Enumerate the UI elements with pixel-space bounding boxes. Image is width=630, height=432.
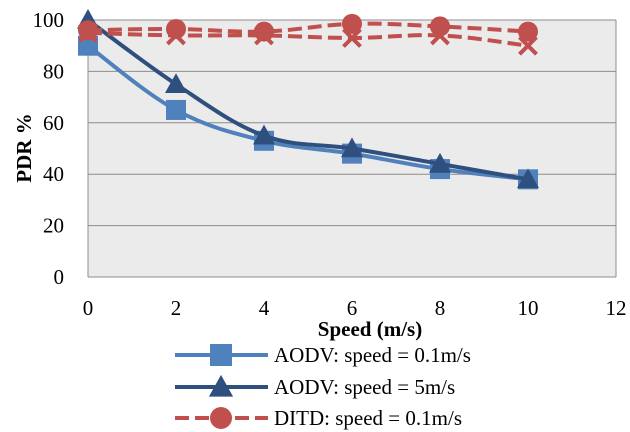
legend-label-2: DITD: speed = 0.1m/s (274, 406, 462, 430)
y-tick-label-0: 0 (54, 265, 65, 289)
plot-border (87, 20, 617, 277)
series-3-point-0 (78, 22, 98, 43)
series-2-point-2 (254, 21, 274, 42)
x-tick-label-6: 12 (606, 296, 627, 320)
series-1 (77, 9, 539, 189)
y-tick-label-3: 60 (43, 111, 64, 135)
series-1-point-2 (253, 124, 275, 145)
series-3-point-1 (166, 25, 186, 46)
y-tick-label-2: 40 (43, 162, 64, 186)
series-3-point-3 (342, 28, 362, 48)
x-tick-label-2: 4 (259, 296, 270, 320)
legend-item-0: AODV: speed = 0.1m/s (175, 343, 471, 367)
x-tick-label-0: 0 (83, 296, 94, 320)
series-1-point-5 (517, 168, 539, 189)
series-layer (77, 9, 539, 190)
series-1-point-1 (165, 73, 187, 94)
series-0-point-1 (166, 99, 186, 120)
y-axis-title: PDR % (12, 113, 36, 182)
series-3 (78, 22, 538, 56)
tick-labels: 0 20 40 60 80 100 0 2 4 6 8 10 12 (33, 8, 627, 320)
series-2-point-5 (518, 21, 538, 42)
series-3-line (87, 30, 529, 48)
legend-item-2: DITD: speed = 0.1m/s (175, 406, 462, 430)
legend-marker-0 (210, 344, 232, 366)
series-3-point-2 (254, 25, 274, 46)
legend-marker-2 (210, 407, 232, 429)
x-axis-title: Speed (m/s) (318, 317, 422, 341)
y-tick-label-1: 20 (43, 214, 64, 238)
series-3-point-4 (430, 25, 450, 46)
legend-marker-1 (208, 374, 234, 397)
series-3-point-5 (518, 35, 538, 56)
series-1-point-4 (429, 152, 451, 173)
series-2-point-3 (342, 13, 362, 34)
legend-item-1: AODV: speed = 5m/s (175, 374, 455, 399)
x-tick-label-3: 6 (347, 296, 358, 320)
series-0-point-0 (78, 35, 98, 56)
x-tick-label-5: 10 (518, 296, 539, 320)
legend-label-0: AODV: speed = 0.1m/s (274, 343, 471, 367)
legend-label-1: AODV: speed = 5m/s (274, 375, 455, 399)
y-tick-label-4: 80 (43, 59, 64, 83)
x-tick-label-1: 2 (171, 296, 182, 320)
series-1-point-3 (341, 137, 363, 158)
legend: AODV: speed = 0.1m/s AODV: speed = 5m/s DI… (175, 343, 471, 430)
y-tick-label-5: 100 (33, 8, 65, 32)
x-tick-label-4: 8 (435, 296, 446, 320)
